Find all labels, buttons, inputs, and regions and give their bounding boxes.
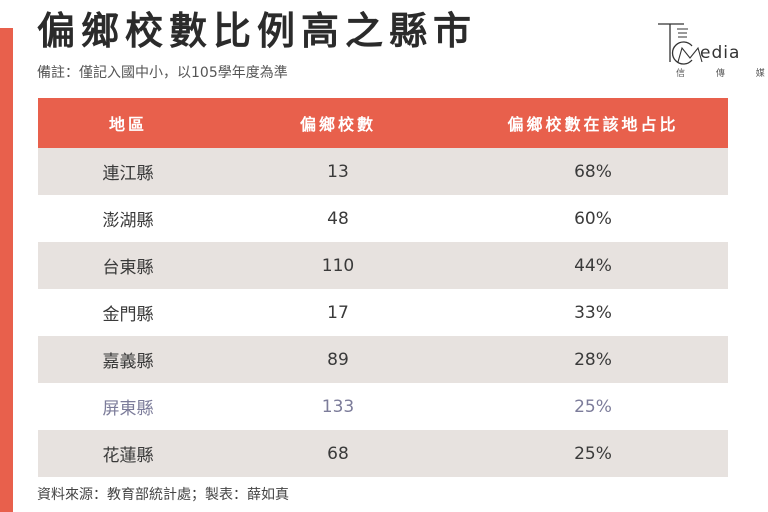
table-row: 金門縣 17 33% [38,289,728,336]
table-row: 連江縣 13 68% [38,148,728,195]
table-note: 備註：僅記入國中小，以105學年度為準 [37,65,288,81]
cell-count: 68 [218,430,458,477]
table-row: 嘉義縣 89 28% [38,336,728,383]
table-row: 屏東縣 133 25% [38,383,728,430]
cell-share: 33% [458,289,728,336]
table-header-row: 地區 偏鄉校數 偏鄉校數在該地占比 [38,98,728,148]
source-note: 資料來源：教育部統計處；製表：薛如真 [37,487,289,503]
cell-share: 25% [458,430,728,477]
page-title: 偏鄉校數比例高之縣市 [37,9,478,53]
cell-share: 68% [458,148,728,195]
cell-share: 60% [458,195,728,242]
cell-region: 屏東縣 [38,383,218,430]
cell-count: 48 [218,195,458,242]
table-row: 花蓮縣 68 25% [38,430,728,477]
cell-share: 28% [458,336,728,383]
tc-media-logo-icon [658,23,703,65]
cell-count: 89 [218,336,458,383]
column-header-share: 偏鄉校數在該地占比 [458,98,728,148]
cell-count: 133 [218,383,458,430]
cell-region: 台東縣 [38,242,218,289]
cell-share: 44% [458,242,728,289]
table-row: 澎湖縣 48 60% [38,195,728,242]
cell-region: 金門縣 [38,289,218,336]
cell-count: 13 [218,148,458,195]
column-header-count: 偏鄉校數 [218,98,458,148]
accent-bar [0,28,13,512]
data-table: 地區 偏鄉校數 偏鄉校數在該地占比 連江縣 13 68% 澎湖縣 48 60% … [38,98,728,477]
cell-count: 17 [218,289,458,336]
logo-wordmark: edia [700,43,741,63]
cell-region: 連江縣 [38,148,218,195]
brand-logo: edia 信 傳 媒 [648,20,765,82]
cell-region: 花蓮縣 [38,430,218,477]
cell-count: 110 [218,242,458,289]
cell-share: 25% [458,383,728,430]
cell-region: 澎湖縣 [38,195,218,242]
cell-region: 嘉義縣 [38,336,218,383]
logo-subtitle: 信 傳 媒 [676,69,765,79]
column-header-region: 地區 [38,98,218,148]
table-row: 台東縣 110 44% [38,242,728,289]
